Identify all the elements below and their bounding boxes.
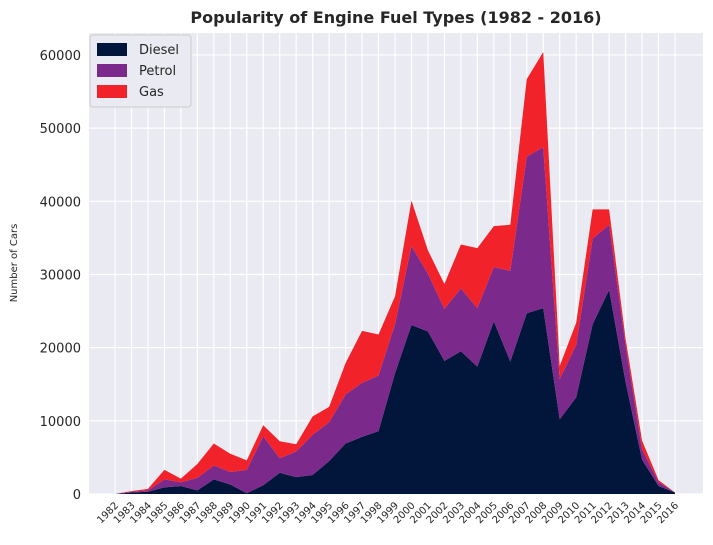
legend-swatch-gas <box>97 85 127 98</box>
area-petrol <box>115 147 675 494</box>
area-diesel <box>115 289 675 494</box>
y-tick-label: 40000 <box>40 195 81 210</box>
y-tick-label: 0 <box>73 488 81 503</box>
legend: Diesel Petrol Gas <box>89 34 192 108</box>
stacked-areas <box>115 52 675 494</box>
y-tick-label: 60000 <box>40 49 81 64</box>
chart-title: Popularity of Engine Fuel Types (1982 - … <box>190 8 601 27</box>
legend-label-gas: Gas <box>139 85 164 100</box>
y-tick-label: 20000 <box>40 342 81 357</box>
y-tick-label: 30000 <box>40 268 81 283</box>
legend-swatch-diesel <box>97 43 127 56</box>
y-tick-label: 50000 <box>40 122 81 137</box>
legend-label-diesel: Diesel <box>139 43 179 58</box>
y-axis-label: Number of Cars <box>9 224 20 303</box>
y-tick-label: 10000 <box>40 415 81 430</box>
legend-swatch-petrol <box>97 64 127 77</box>
y-axis-ticks: 0 10000 20000 30000 40000 50000 60000 <box>40 49 81 503</box>
legend-label-petrol: Petrol <box>139 64 176 79</box>
